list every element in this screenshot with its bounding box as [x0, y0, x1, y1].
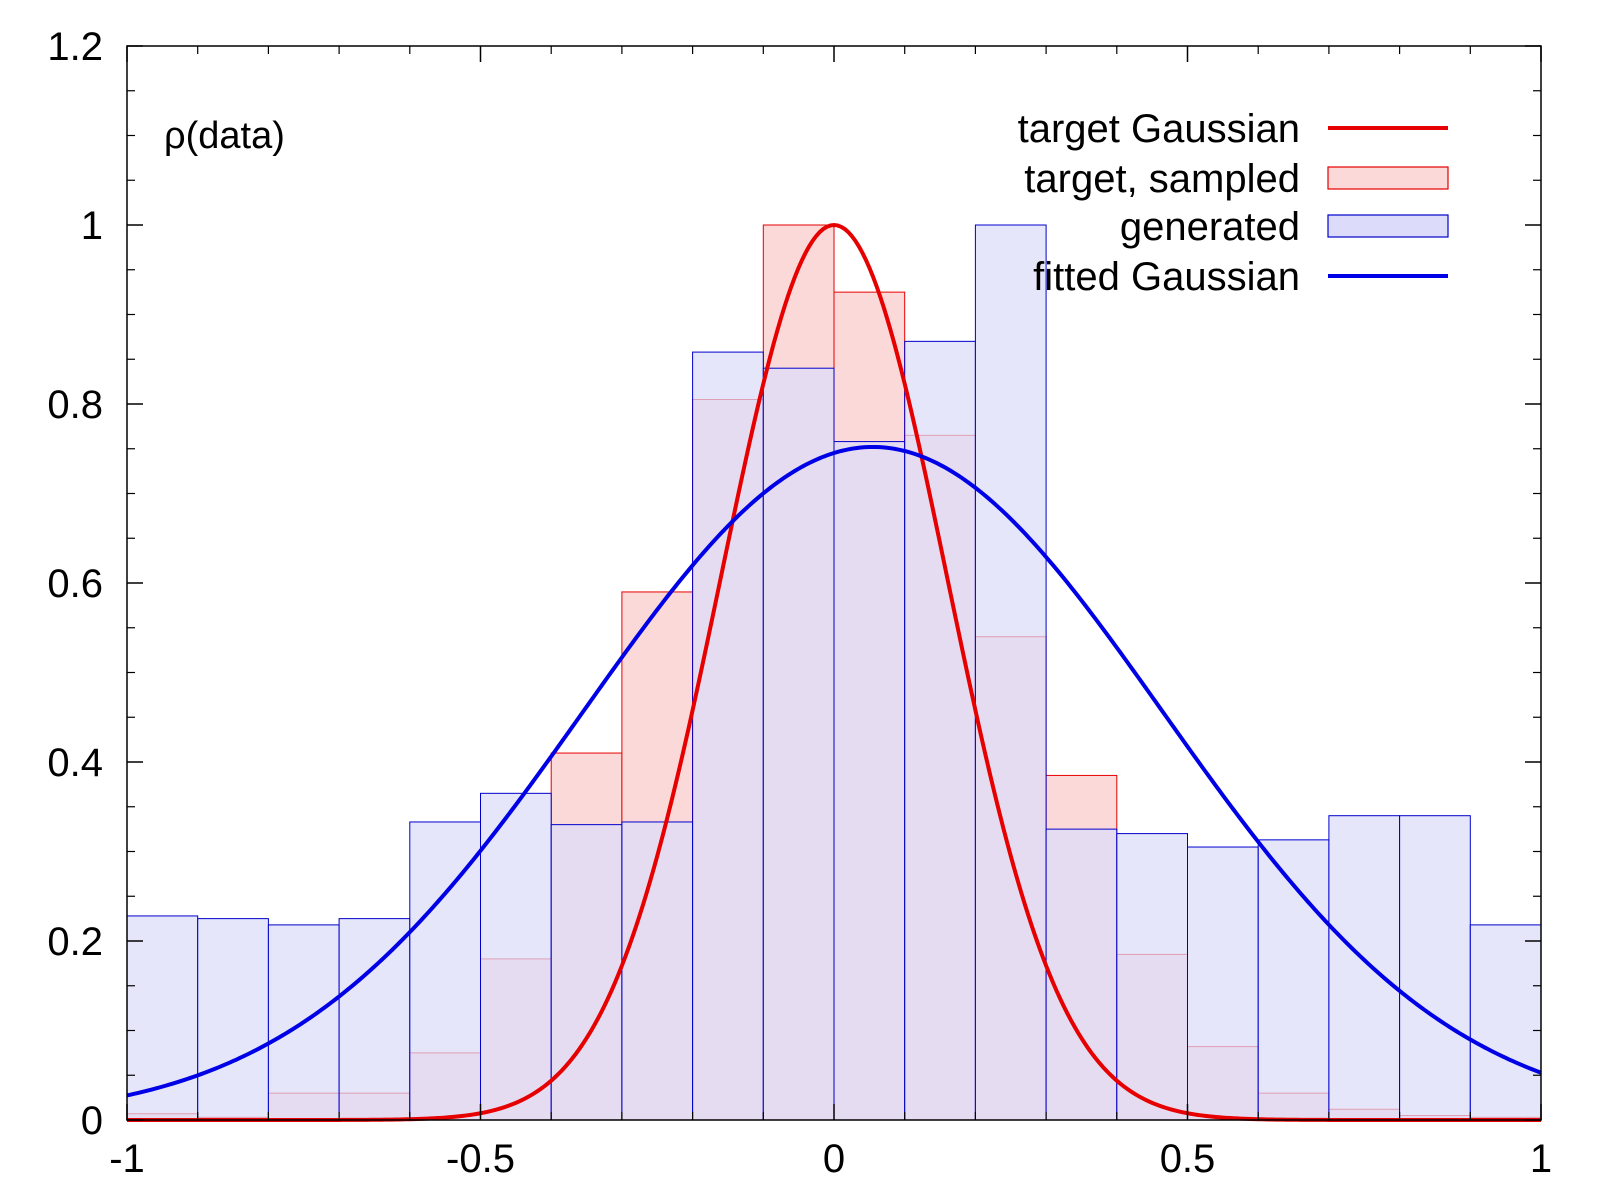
- generated-bar-5: [480, 792, 552, 1121]
- generated-bar-13: [1045, 828, 1118, 1121]
- generated-bar-15: [1187, 846, 1259, 1121]
- fitted-gaussian-curve: [126, 444, 1542, 1098]
- x-tick-label: 1: [1530, 1137, 1552, 1181]
- generated-bar-10: [833, 441, 906, 1121]
- generated-bar-16: [1257, 839, 1330, 1121]
- legend-label: generated: [1120, 205, 1300, 249]
- x-tick-label: 0.5: [1160, 1137, 1216, 1181]
- y-tick-label: 0.4: [47, 741, 103, 785]
- generated-bar-18: [1399, 815, 1471, 1121]
- generated-bar-0: [126, 915, 199, 1121]
- generated-bar-14: [1116, 833, 1189, 1121]
- axis-ticks: [126, 45, 1542, 1121]
- generated-bar-6: [550, 824, 623, 1121]
- generated-bar-17: [1328, 815, 1401, 1121]
- y-tick-label: 0.8: [47, 383, 103, 427]
- generated-bar-3: [338, 918, 411, 1121]
- y-tick-label: 0.6: [47, 562, 103, 606]
- y-tick-label: 1.2: [47, 25, 103, 69]
- generated-bar-11: [904, 340, 976, 1121]
- legend-label: fitted Gaussian: [1033, 255, 1300, 299]
- x-tick-label: -1: [109, 1137, 145, 1181]
- generated-histogram-bars: [126, 224, 1542, 1121]
- generated-bar-19: [1469, 924, 1542, 1121]
- x-tick-label: -0.5: [446, 1137, 515, 1181]
- y-tick-label: 0: [81, 1099, 103, 1143]
- legend-label: target Gaussian: [1018, 107, 1300, 151]
- generated-bar-1: [197, 918, 269, 1121]
- y-tick-label: 0.2: [47, 920, 103, 964]
- axis-tick-labels: -1 -0.5 0 0.5 1 0 0.2 0.4 0.6 0.8 1 1.2: [47, 25, 1552, 1181]
- generated-bar-9: [762, 367, 835, 1121]
- legend-box-swatch: [1327, 166, 1449, 190]
- y-tick-label: 1: [81, 204, 103, 248]
- legend-label: target, sampled: [1024, 157, 1300, 201]
- legend-box-swatch: [1327, 214, 1449, 238]
- generated-bar-8: [692, 351, 764, 1121]
- y-axis-label: ρ(data): [164, 115, 285, 157]
- generated-bar-12: [974, 224, 1047, 1121]
- generated-bar-7: [621, 821, 694, 1121]
- x-tick-label: 0: [823, 1137, 845, 1181]
